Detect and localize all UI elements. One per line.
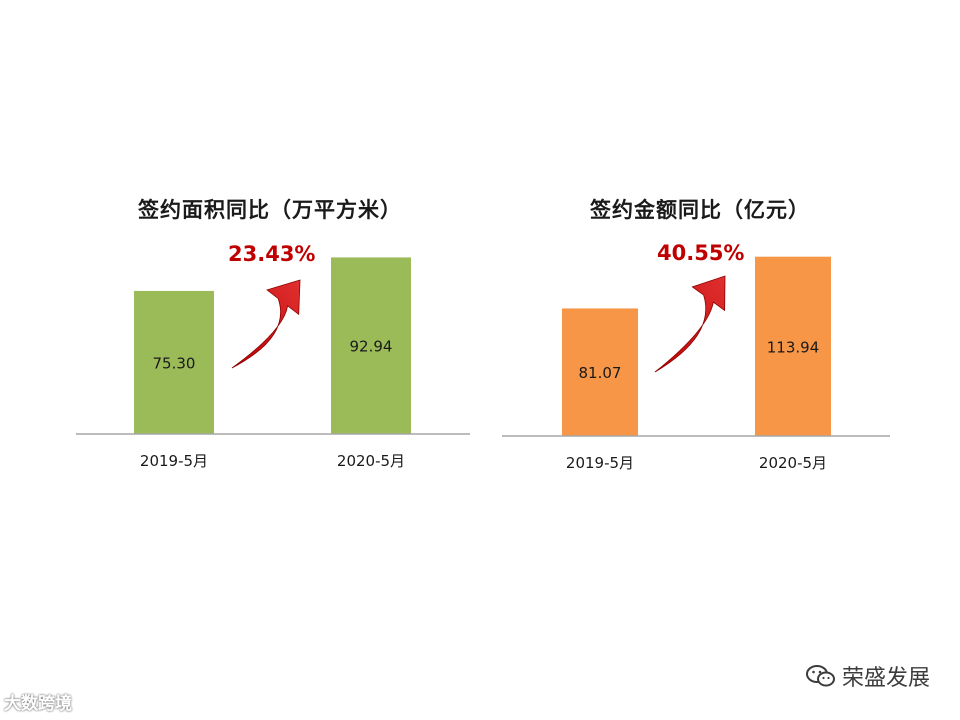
chart-right-svg: 81.07 2019-5月 113.94 2020-5月 (502, 256, 890, 472)
growth-arrow-icon (654, 275, 726, 373)
bar (134, 290, 214, 434)
growth-arrow-icon (231, 279, 301, 369)
category-label: 2019-5月 (566, 454, 634, 472)
bar (562, 308, 638, 436)
growth-annotation: 40.55% (657, 241, 745, 265)
watermark-right-text: 荣盛发展 (841, 666, 930, 691)
chart-title: 签约面积同比（万平方米） (138, 198, 402, 222)
growth-annotation: 23.43% (228, 242, 316, 266)
category-label: 2020-5月 (759, 454, 827, 472)
bar-value-label: 92.94 (350, 338, 393, 356)
watermark-left: 大数跨境 (4, 694, 72, 714)
chart-left: 签约面积同比（万平方米） 75.30 2019-5月 92.94 2020-5月 23… (60, 180, 480, 500)
watermark-right: 荣盛发展 (805, 660, 930, 692)
bar-value-label: 75.30 (153, 354, 196, 372)
bar-value-label: 113.94 (767, 338, 820, 356)
chart-right: 签约金额同比（亿元） 81.07 2019-5月 113.94 2020-5月 40.… (490, 180, 910, 500)
wechat-icon (805, 665, 835, 687)
chart-left-svg: 75.30 2019-5月 92.94 2020-5月 (76, 257, 470, 470)
category-label: 2019-5月 (140, 452, 208, 470)
bar (755, 256, 831, 436)
bar-value-label: 81.07 (579, 364, 622, 382)
chart-title: 签约金额同比（亿元） (590, 198, 810, 222)
bar (331, 257, 411, 434)
category-label: 2020-5月 (337, 452, 405, 470)
